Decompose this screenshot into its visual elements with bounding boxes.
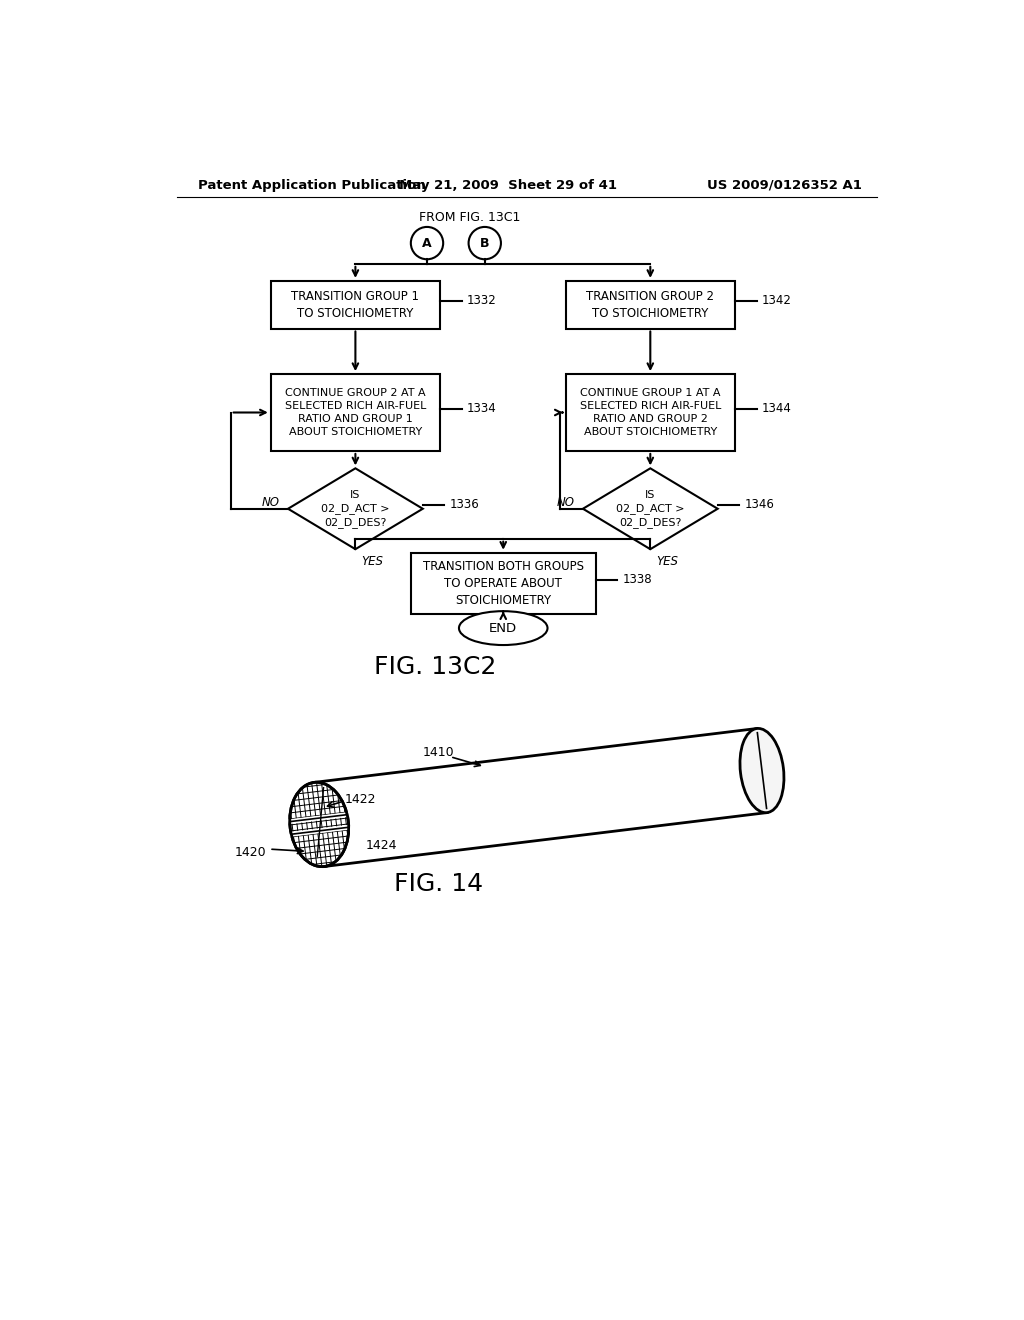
Text: CONTINUE GROUP 1 AT A
SELECTED RICH AIR-FUEL
RATIO AND GROUP 2
ABOUT STOICHIOMET: CONTINUE GROUP 1 AT A SELECTED RICH AIR-… [580,388,721,437]
Text: 1336: 1336 [450,499,479,511]
Circle shape [469,227,501,259]
Text: CONTINUE GROUP 2 AT A
SELECTED RICH AIR-FUEL
RATIO AND GROUP 1
ABOUT STOICHIOMET: CONTINUE GROUP 2 AT A SELECTED RICH AIR-… [285,388,426,437]
FancyBboxPatch shape [411,553,596,614]
Text: US 2009/0126352 A1: US 2009/0126352 A1 [708,178,862,191]
Text: TRANSITION GROUP 2
TO STOICHIOMETRY: TRANSITION GROUP 2 TO STOICHIOMETRY [587,289,715,319]
Text: TRANSITION GROUP 1
TO STOICHIOMETRY: TRANSITION GROUP 1 TO STOICHIOMETRY [292,289,420,319]
Text: FIG. 14: FIG. 14 [394,871,483,896]
Text: 1342: 1342 [762,294,792,308]
Polygon shape [583,469,718,549]
FancyBboxPatch shape [565,374,735,451]
Text: 1420: 1420 [234,846,266,859]
Circle shape [411,227,443,259]
Text: May 21, 2009  Sheet 29 of 41: May 21, 2009 Sheet 29 of 41 [399,178,616,191]
Text: 1344: 1344 [762,403,792,416]
Ellipse shape [740,729,784,813]
Ellipse shape [459,611,548,645]
Text: Patent Application Publication: Patent Application Publication [199,178,426,191]
Text: 1332: 1332 [467,294,497,308]
Text: B: B [480,236,489,249]
Ellipse shape [290,783,349,867]
Text: NO: NO [557,496,575,510]
FancyBboxPatch shape [270,281,440,329]
Text: 1422: 1422 [345,792,376,805]
Text: NO: NO [262,496,281,510]
Text: YES: YES [361,554,383,568]
FancyBboxPatch shape [565,281,735,329]
FancyBboxPatch shape [270,374,440,451]
Text: A: A [422,236,432,249]
Text: 1338: 1338 [623,573,652,586]
Text: IS
02_D_ACT >
02_D_DES?: IS 02_D_ACT > 02_D_DES? [322,490,390,528]
Text: 1424: 1424 [366,838,397,851]
Text: 1334: 1334 [467,403,497,416]
Text: END: END [489,622,517,635]
Text: 1346: 1346 [744,499,774,511]
Text: FIG. 13C2: FIG. 13C2 [374,655,496,678]
Polygon shape [288,469,423,549]
Text: YES: YES [656,554,678,568]
Polygon shape [314,729,767,866]
Text: TRANSITION BOTH GROUPS
TO OPERATE ABOUT
STOICHIOMETRY: TRANSITION BOTH GROUPS TO OPERATE ABOUT … [423,560,584,607]
Text: FROM FIG. 13C1: FROM FIG. 13C1 [419,211,520,224]
Text: IS
02_D_ACT >
02_D_DES?: IS 02_D_ACT > 02_D_DES? [616,490,685,528]
Text: 1410: 1410 [423,746,455,759]
